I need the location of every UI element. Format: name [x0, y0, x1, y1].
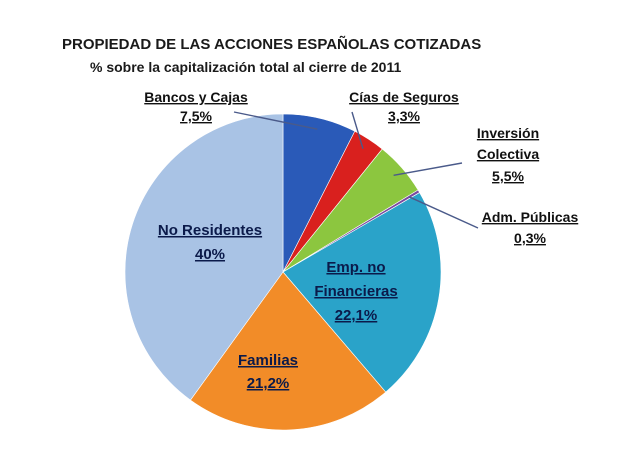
slice-value-label: 7,5%	[180, 108, 212, 124]
slice-name-label: Adm. Públicas	[482, 209, 579, 225]
leader-lines	[233, 111, 479, 229]
slice-value-label: 5,5%	[492, 168, 524, 184]
slice-value-label: 0,3%	[514, 230, 546, 246]
slice-value-label: 40%	[195, 246, 225, 263]
slice-name-label: Bancos y Cajas	[144, 89, 248, 105]
slice-name-label: Familias	[238, 352, 298, 369]
pie-slice	[282, 192, 442, 393]
pie-slice	[190, 271, 387, 431]
slice-name-label: Colectiva	[477, 146, 539, 162]
leader-line	[233, 111, 318, 130]
slice-name-label: Inversión	[477, 125, 539, 141]
leader-line	[409, 196, 479, 229]
slice-name-label: No Residentes	[158, 222, 262, 239]
chart-title: PROPIEDAD DE LAS ACCIONES ESPAÑOLAS COTI…	[62, 35, 481, 53]
slice-name-label: Emp. no	[326, 259, 385, 276]
slice-name-label: Cías de Seguros	[349, 89, 459, 105]
pie-slices	[124, 113, 442, 431]
slice-value-label: 21,2%	[247, 375, 290, 392]
slice-value-label: 3,3%	[388, 108, 420, 124]
leader-line	[393, 162, 463, 176]
slice-value-label: 22,1%	[335, 307, 378, 324]
chart-subtitle: % sobre la capitalización total al cierr…	[90, 59, 401, 75]
slice-name-label: Financieras	[314, 283, 397, 300]
slice-labels: Bancos y Cajas 7,5% Cías de Seguros 3,3% Inv…	[144, 89, 578, 392]
leader-line	[351, 111, 364, 149]
pie-slice	[124, 113, 284, 401]
